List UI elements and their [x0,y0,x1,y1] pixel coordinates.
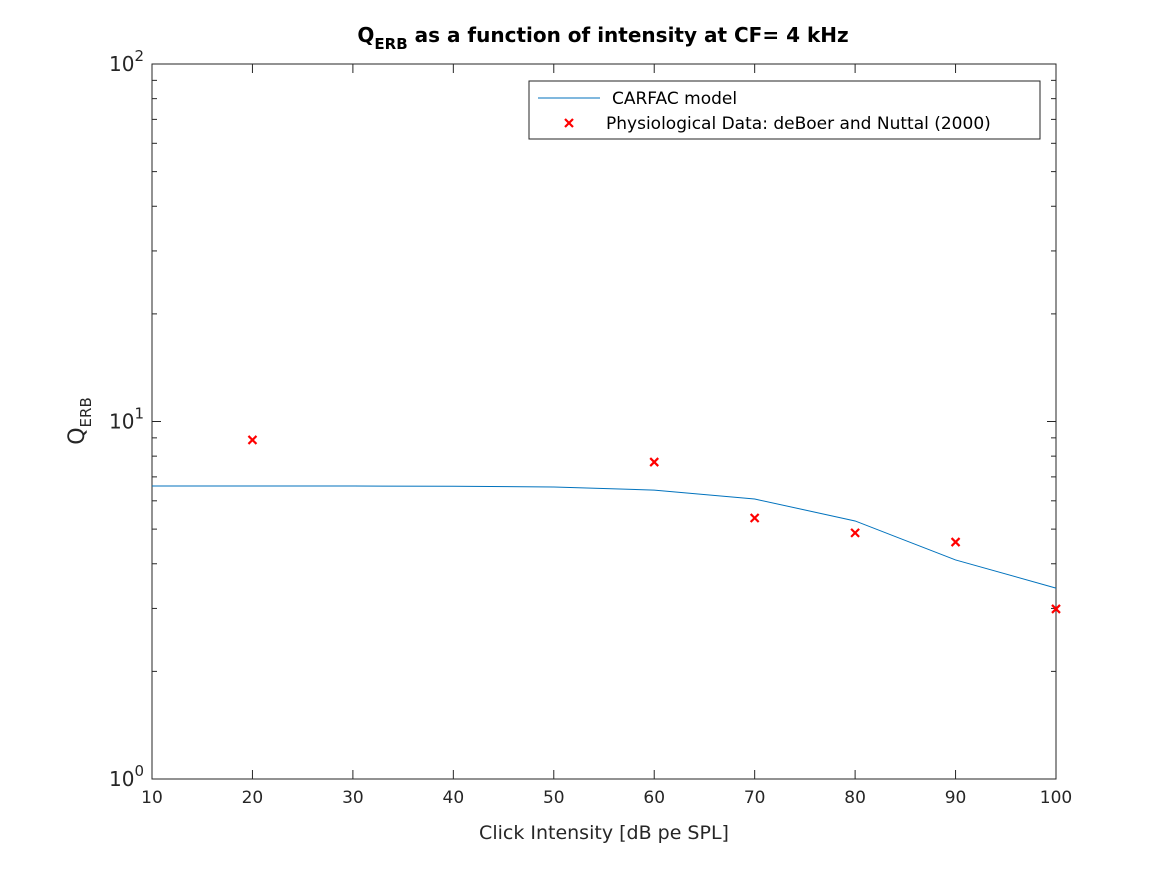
x-tick-label: 50 [543,788,565,808]
marker-stroke [950,537,961,547]
y-tick-label: 102 [109,47,144,76]
marker-stroke [850,528,860,538]
data-point-marker [649,457,660,467]
x-tick-label: 70 [744,788,766,808]
chart-title-subscript: ERB [374,35,407,53]
x-tick-label: 40 [443,788,465,808]
legend-entry-physiological: Physiological Data: deBoer and Nuttal (2… [606,114,991,134]
y-tick-label: 100 [109,762,144,791]
data-point-marker [749,513,760,523]
marker-stroke [649,457,660,467]
legend-marker-x [564,118,574,128]
marker-stroke [247,435,258,445]
data-point-marker [950,537,961,547]
x-tick-label: 100 [1040,788,1072,808]
legend-entry-carfac: CARFAC model [612,89,737,109]
y-axis-label: QERB [65,397,95,445]
series-line-carfac [152,485,1057,589]
marker-stroke [1051,604,1061,614]
data-point-marker [1051,604,1061,614]
x-tick-label: 20 [242,788,264,808]
x-tick-label: 90 [945,788,967,808]
legend: CARFAC model Physiological Data: deBoer … [528,80,1041,140]
legend-box [528,80,1041,140]
chart-title: QERB as a function of intensity at CF= 4… [357,23,848,53]
x-tick-label: 10 [141,788,163,808]
x-tick-label: 80 [844,788,866,808]
marker-stroke [749,513,760,523]
data-point-marker [247,435,258,445]
data-point-marker [850,528,860,538]
x-axis-label: Click Intensity [dB pe SPL] [479,822,729,844]
x-tick-label: 60 [643,788,665,808]
plot-area [151,63,1057,780]
y-tick-label: 101 [109,405,144,434]
x-tick-label: 30 [342,788,364,808]
